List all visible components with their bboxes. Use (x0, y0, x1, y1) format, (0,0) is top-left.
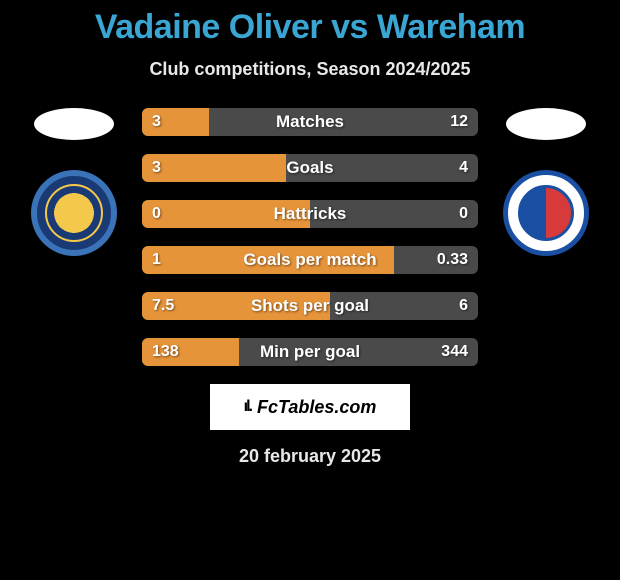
player-avatar-placeholder (34, 108, 114, 140)
bar-right-fill (330, 292, 478, 320)
bar-right-fill (310, 200, 478, 228)
stat-row: Hattricks00 (142, 200, 478, 228)
left-player-col (24, 108, 124, 256)
badge-inner-ring (45, 184, 103, 242)
bar-left-fill (142, 292, 330, 320)
club-badge-right (503, 170, 589, 256)
stat-row: Goals34 (142, 154, 478, 182)
bar-left-fill (142, 108, 209, 136)
bar-left-fill (142, 338, 239, 366)
stat-row: Shots per goal7.56 (142, 292, 478, 320)
comparison-card: Vadaine Oliver vs Wareham Club competiti… (0, 0, 620, 467)
watermark: ıl. FcTables.com (210, 384, 410, 430)
main-row: Matches312 Goals34 Hattricks00 Goals per ma… (0, 108, 620, 366)
watermark-text: FcTables.com (257, 397, 376, 418)
club-badge-left (31, 170, 117, 256)
right-player-col (496, 108, 596, 256)
bar-left-fill (142, 154, 286, 182)
stat-row: Min per goal138344 (142, 338, 478, 366)
bar-right-fill (239, 338, 478, 366)
player-avatar-placeholder (506, 108, 586, 140)
bar-left-fill (142, 246, 394, 274)
subtitle: Club competitions, Season 2024/2025 (0, 59, 620, 80)
bar-left-fill (142, 200, 310, 228)
badge-inner (518, 185, 574, 241)
stat-row: Goals per match10.33 (142, 246, 478, 274)
bar-right-fill (286, 154, 478, 182)
stat-bars: Matches312 Goals34 Hattricks00 Goals per ma… (142, 108, 478, 366)
date-line: 20 february 2025 (0, 446, 620, 467)
stat-row: Matches312 (142, 108, 478, 136)
watermark-icon: ıl. (244, 398, 251, 416)
bar-right-fill (209, 108, 478, 136)
page-title: Vadaine Oliver vs Wareham (0, 8, 620, 47)
bar-right-fill (394, 246, 478, 274)
